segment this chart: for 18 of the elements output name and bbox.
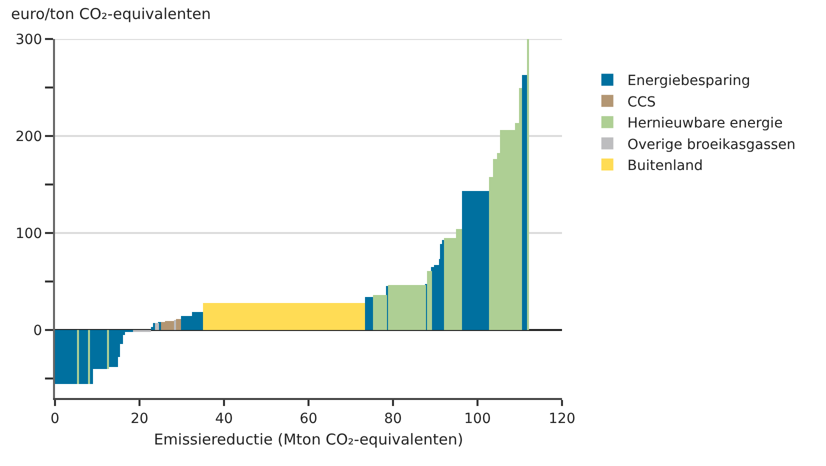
legend-label: Hernieuwbare energie — [627, 116, 783, 132]
y-tick-label: 100 — [15, 226, 42, 242]
y-tick-label: 300 — [15, 32, 42, 48]
legend-label: Overige broeikasgassen — [627, 136, 796, 153]
x-axis-title: Emissiereductie (Mton CO₂-equivalenten) — [154, 430, 464, 448]
x-tick-label: 0 — [50, 410, 60, 427]
y-axis-title: euro/ton CO₂-equivalenten — [11, 5, 211, 23]
legend-label: Energiebesparing — [627, 73, 750, 90]
legend-label: Buitenland — [627, 158, 703, 174]
x-tick-label: 60 — [300, 410, 318, 427]
x-tick-label: 80 — [384, 410, 402, 427]
x-tick-label: 40 — [215, 410, 233, 427]
y-tick-label: 0 — [33, 322, 42, 339]
x-tick-label: 20 — [130, 410, 148, 427]
x-tick-label: 100 — [464, 410, 491, 427]
x-tick-label: 120 — [548, 410, 576, 427]
legend-label: CCS — [627, 94, 656, 110]
y-tick-label: 200 — [15, 128, 42, 145]
